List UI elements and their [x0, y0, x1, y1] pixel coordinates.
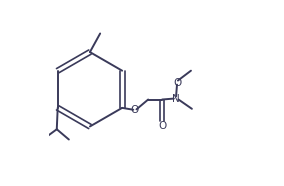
Text: N: N [172, 94, 180, 104]
Text: O: O [173, 78, 181, 88]
Text: O: O [158, 121, 166, 131]
Text: O: O [130, 105, 138, 115]
